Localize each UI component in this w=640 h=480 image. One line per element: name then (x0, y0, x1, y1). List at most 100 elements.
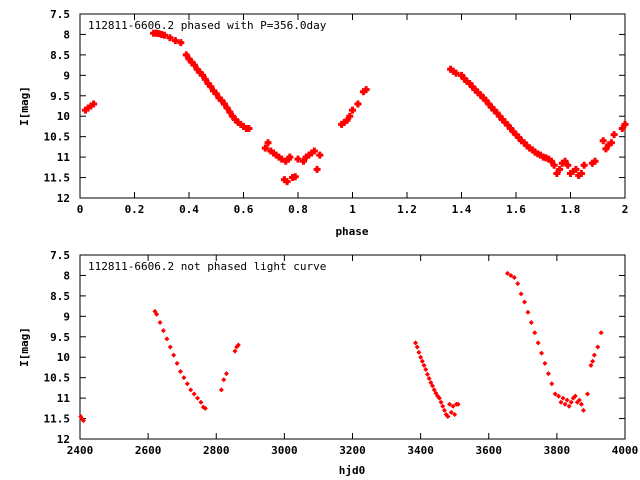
x-tick-label: 0 (77, 203, 84, 216)
data-point (562, 401, 568, 407)
data-point (452, 411, 458, 417)
data-point (90, 100, 98, 108)
x-tick-label: 3200 (339, 444, 366, 457)
data-point (221, 377, 227, 383)
data-point (299, 157, 307, 165)
y-tick-label: 10 (57, 351, 70, 364)
data-point (556, 165, 564, 173)
data-point (564, 161, 572, 169)
data-point (590, 358, 596, 364)
data-point (418, 354, 424, 360)
data-point (511, 274, 517, 280)
x-tick-label: 2 (622, 203, 629, 216)
data-point (598, 330, 604, 336)
data-point (419, 358, 425, 364)
axis-ticks: 0 0.2 0.4 0.6 0.8 1 1.2 1.4 1.6 1.8 2 7.5 8 8.5 9 9.5 10… (44, 8, 629, 216)
data-point (426, 375, 432, 381)
x-tick-label: 1.8 (561, 203, 581, 216)
data-point (430, 383, 436, 389)
x-tick-label: 3600 (476, 444, 503, 457)
x-tick-label: 1.4 (452, 203, 472, 216)
data-point (421, 362, 427, 368)
data-point (245, 124, 253, 132)
x-tick-label: 3800 (544, 444, 571, 457)
phased-light-curve-plot: 112811-6606.2 phased with P=356.0day pha… (18, 8, 629, 238)
y-tick-label: 10.5 (44, 131, 71, 144)
data-point (568, 399, 574, 405)
x-tick-label: 2600 (135, 444, 162, 457)
data-point (621, 120, 629, 128)
data-point (585, 391, 591, 397)
data-point (316, 151, 324, 159)
y-tick-label: 12 (57, 192, 70, 205)
plot-title: 112811-6606.2 phased with P=356.0day (88, 19, 327, 32)
data-point (450, 403, 456, 409)
data-point (580, 407, 586, 413)
data-point (166, 34, 174, 42)
data-point (160, 328, 166, 334)
data-point (424, 371, 430, 377)
y-tick-label: 9 (63, 69, 70, 82)
data-point (550, 161, 558, 169)
y-tick-label: 9.5 (50, 90, 70, 103)
data-point (440, 403, 446, 409)
data-point (441, 407, 447, 413)
x-tick-label: 0.6 (234, 203, 254, 216)
data-point (171, 352, 177, 358)
data-point (436, 395, 442, 401)
axis-ticks: 2400 2600 2800 3000 3200 3400 3600 3800 4000 7.5 8… (44, 249, 639, 457)
data-point (343, 116, 351, 124)
data-point (560, 395, 566, 401)
data-point (577, 169, 585, 177)
data-point (232, 348, 238, 354)
data-point (542, 360, 548, 366)
data-point (549, 381, 555, 387)
data-point (602, 145, 610, 153)
y-tick-label: 8.5 (50, 290, 70, 303)
data-point (349, 106, 356, 114)
data-point (610, 131, 618, 139)
y-axis-label: I[mag] (18, 327, 31, 367)
y-tick-label: 11 (57, 392, 71, 405)
y-tick-label: 7.5 (50, 8, 70, 21)
plot-frame (79, 254, 626, 440)
x-tick-label: 3000 (271, 444, 298, 457)
data-point (164, 336, 170, 342)
data-point (525, 309, 531, 315)
data-point (515, 281, 521, 287)
data-point (261, 144, 269, 152)
data-point (566, 403, 572, 409)
data-point (553, 169, 561, 177)
x-tick-label: 2800 (203, 444, 230, 457)
data-point (448, 409, 454, 415)
data-point (599, 137, 607, 145)
data-point (445, 414, 451, 420)
y-tick-label: 8 (63, 28, 70, 41)
data-points (81, 29, 629, 186)
x-tick-label: 2400 (67, 444, 94, 457)
data-point (198, 399, 204, 405)
y-tick-label: 11.5 (44, 413, 71, 426)
data-point (595, 344, 601, 350)
data-point (528, 319, 534, 325)
x-tick-label: 4000 (612, 444, 639, 457)
x-axis-label: hjd0 (339, 464, 366, 477)
plot-frame (79, 13, 626, 199)
data-point (504, 270, 510, 276)
data-point (157, 319, 163, 325)
data-point (174, 360, 180, 366)
data-point (313, 165, 321, 173)
data-point (283, 178, 291, 186)
data-point (184, 381, 190, 387)
data-point (438, 399, 444, 405)
data-point (572, 165, 580, 173)
data-point (607, 139, 615, 147)
x-tick-label: 0.8 (288, 203, 308, 216)
data-point (346, 112, 354, 120)
data-point (518, 291, 524, 297)
data-point (545, 371, 551, 377)
x-tick-label: 3400 (407, 444, 434, 457)
data-point (580, 161, 588, 169)
data-point (522, 299, 528, 305)
